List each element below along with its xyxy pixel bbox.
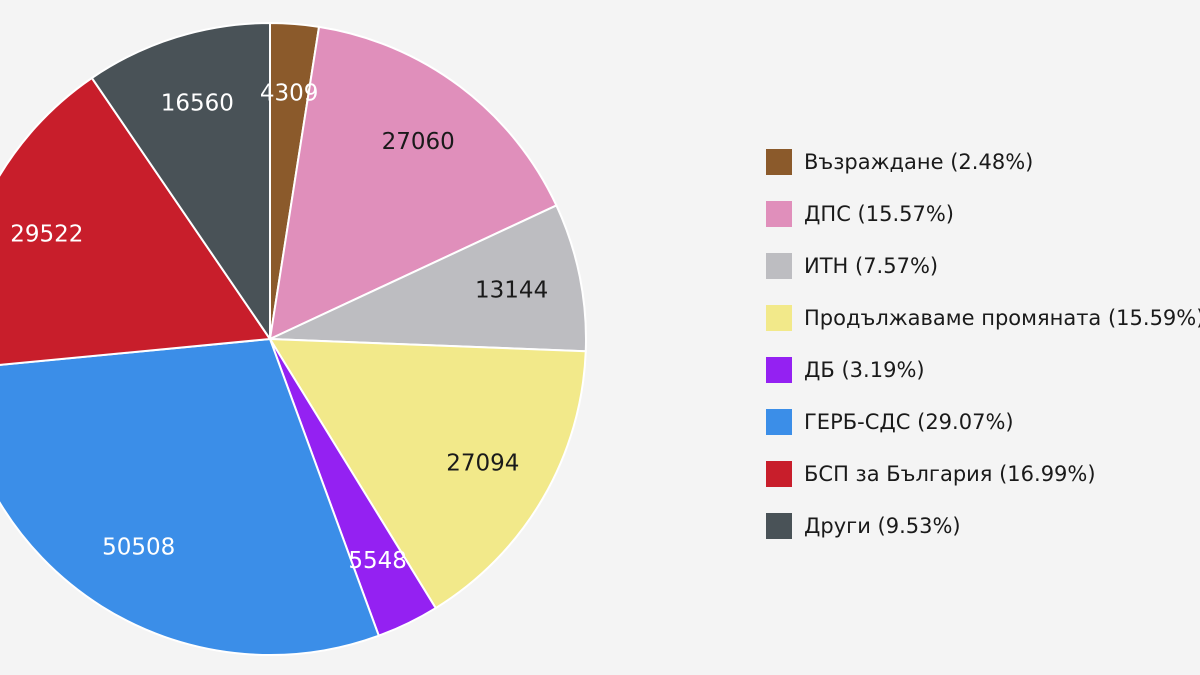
- slice-value-label: 4309: [260, 80, 319, 106]
- slice-value-label: 29522: [10, 221, 83, 247]
- legend-label: ДБ (3.19%): [804, 358, 925, 382]
- legend-swatch: [766, 409, 792, 435]
- legend-swatch: [766, 253, 792, 279]
- legend-swatch: [766, 461, 792, 487]
- pie-slices: [0, 21, 587, 656]
- legend-item: ДПС (15.57%): [766, 188, 1200, 240]
- slice-value-label: 13144: [475, 277, 548, 303]
- legend-item: БСП за България (16.99%): [766, 448, 1200, 500]
- pie-slice: [90, 21, 271, 343]
- legend-label: Други (9.53%): [804, 514, 961, 538]
- slice-value-label: 27060: [382, 129, 455, 155]
- legend-swatch: [766, 357, 792, 383]
- slice-value-label: 5548: [348, 548, 407, 574]
- legend-swatch: [766, 149, 792, 175]
- pie-slice: [0, 337, 381, 656]
- legend-swatch: [766, 305, 792, 331]
- slice-value-label: 27094: [446, 450, 519, 476]
- pie-slice: [269, 204, 587, 353]
- legend-label: Продължаваме промяната (15.59%): [804, 306, 1200, 330]
- legend-label: ДПС (15.57%): [804, 202, 954, 226]
- chart-legend: Възраждане (2.48%) ДПС (15.57%) ИТН (7.57%…: [766, 136, 1200, 552]
- pie-slice: [0, 76, 272, 366]
- slice-value-label: 50508: [102, 535, 175, 561]
- legend-label: БСП за България (16.99%): [804, 462, 1096, 486]
- legend-item: ГЕРБ-СДС (29.07%): [766, 396, 1200, 448]
- legend-item: Продължаваме промяната (15.59%): [766, 292, 1200, 344]
- legend-label: ИТН (7.57%): [804, 254, 939, 278]
- legend-swatch: [766, 513, 792, 539]
- slice-value-label: 16560: [161, 90, 234, 116]
- legend-item: ИТН (7.57%): [766, 240, 1200, 292]
- legend-item: Други (9.53%): [766, 500, 1200, 552]
- legend-item: Възраждане (2.48%): [766, 136, 1200, 188]
- pie-value-labels: 4309 27060 13144 27094 5548 50508 29522 16560: [10, 80, 548, 573]
- pie-slice: [268, 337, 587, 610]
- legend-swatch: [766, 201, 792, 227]
- legend-label: ГЕРБ-СДС (29.07%): [804, 410, 1014, 434]
- legend-item: ДБ (3.19%): [766, 344, 1200, 396]
- legend-label: Възраждане (2.48%): [804, 150, 1034, 174]
- pie-slice: [268, 25, 558, 341]
